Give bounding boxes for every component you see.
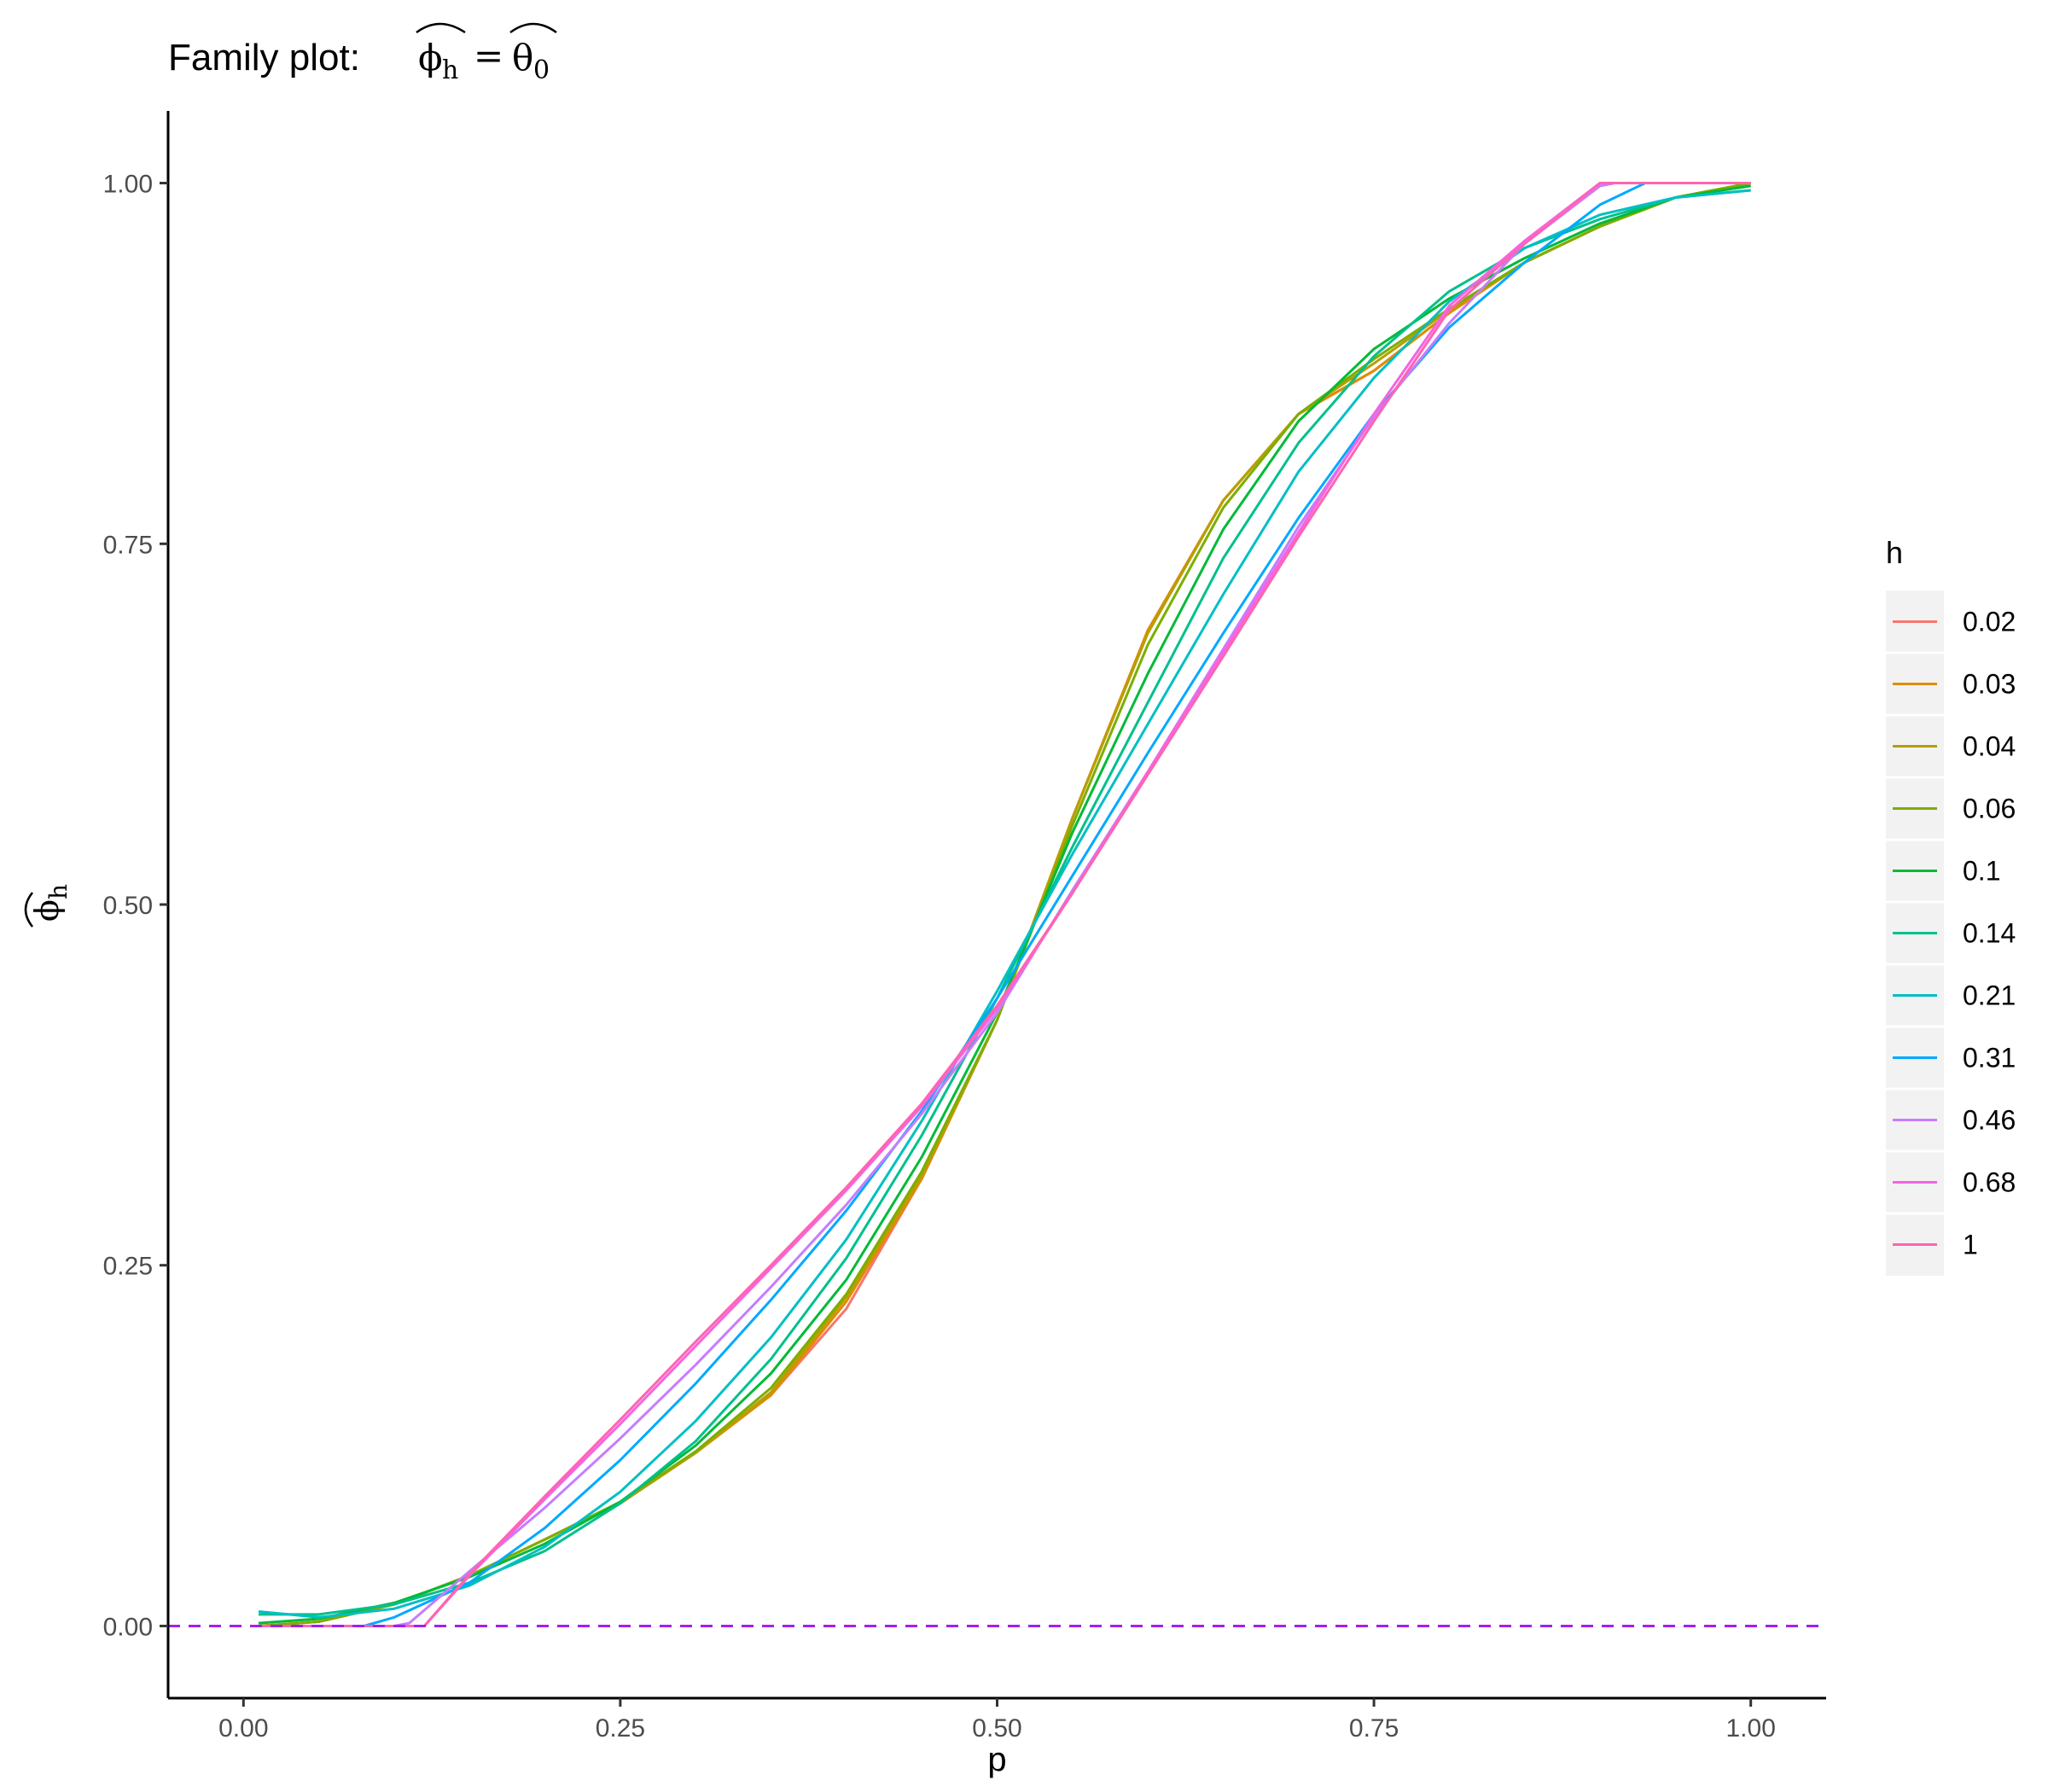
- y-tick-label: 0.25: [103, 1253, 153, 1281]
- legend-label: 0.68: [1963, 1167, 2016, 1198]
- title-phi-symbol: ϕ: [418, 37, 443, 79]
- title-equals: =: [474, 35, 503, 77]
- title-theta-subscript: 0: [533, 55, 550, 85]
- legend-label: 0.02: [1963, 607, 2016, 637]
- chart-title: Family plot: ϕ h = θ 0: [168, 22, 557, 85]
- legend-items: 0.02 0.03 0.04 0.06 0.1 0.14 0.21 0.31 0.46 0.68 1: [1886, 591, 2016, 1276]
- y-axis-hat-icon: [24, 892, 33, 928]
- x-axis-ticks: 0.00 0.25 0.50 0.75 1.00: [218, 1698, 1776, 1743]
- legend-label: 0.03: [1963, 669, 2016, 700]
- y-axis-title-subscript: h: [44, 884, 73, 899]
- legend-label: 0.46: [1963, 1105, 2016, 1136]
- legend-label: 0.14: [1963, 918, 2016, 949]
- x-axis-title: p: [987, 1741, 1006, 1778]
- y-tick-label: 0.50: [103, 892, 153, 920]
- x-tick-label: 1.00: [1725, 1714, 1775, 1743]
- legend-label: 0.31: [1963, 1043, 2016, 1073]
- x-tick-label: 0.25: [596, 1714, 645, 1743]
- legend: h 0.02 0.03 0.04 0.06 0.1 0.14 0.21 0.31 0.46 0.6…: [1886, 535, 2016, 1276]
- y-axis-title: ϕ h: [24, 884, 73, 928]
- y-tick-label: 0.75: [103, 531, 153, 559]
- series-line-h-0_14: [259, 189, 1751, 1616]
- title-theta-hat-icon: [509, 22, 557, 34]
- legend-label: 0.21: [1963, 980, 2016, 1011]
- series-line-h-1: [259, 182, 1751, 1627]
- series-line-h-0_04: [258, 182, 1751, 1627]
- title-phi-subscript: h: [442, 55, 458, 85]
- title-text: Family plot:: [168, 37, 360, 79]
- series-line-h-0_03: [258, 182, 1751, 1627]
- y-tick-label: 1.00: [103, 171, 153, 199]
- legend-label: 0.04: [1963, 731, 2016, 762]
- series-line-h-0_46: [259, 182, 1751, 1627]
- y-axis-title-symbol: ϕ: [28, 899, 66, 922]
- title-theta-symbol: θ: [512, 37, 533, 79]
- legend-label: 1: [1963, 1230, 1978, 1260]
- plot-series-group: [258, 182, 1751, 1627]
- x-tick-label: 0.50: [972, 1714, 1021, 1743]
- y-tick-label: 0.00: [103, 1613, 153, 1641]
- series-line-h-0_31: [259, 182, 1751, 1627]
- legend-label: 0.1: [1963, 856, 2000, 887]
- series-line-h-0_68: [259, 182, 1751, 1627]
- legend-label: 0.06: [1963, 794, 2016, 824]
- series-line-h-0_06: [258, 182, 1751, 1627]
- series-line-h-0_02: [258, 182, 1751, 1627]
- legend-title: h: [1886, 535, 1903, 570]
- x-tick-label: 0.75: [1349, 1714, 1399, 1743]
- series-line-h-0_21: [258, 189, 1751, 1619]
- y-axis-ticks: 0.00 0.25 0.50 0.75 1.00: [103, 171, 168, 1641]
- x-tick-label: 0.00: [218, 1714, 268, 1743]
- series-line-h-0_1: [258, 184, 1751, 1625]
- title-phi-hat-icon: [416, 22, 466, 34]
